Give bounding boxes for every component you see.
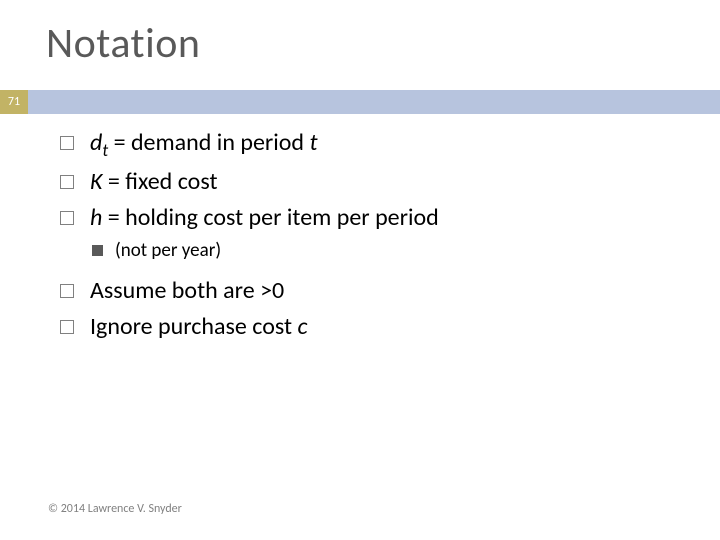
- footer-copyright: © 2014 Lawrence V. Snyder: [48, 502, 182, 516]
- list-item: K = fixed cost: [60, 167, 680, 197]
- item-text: dt = demand in period t: [90, 128, 318, 161]
- item-text: h = holding cost per item per period: [90, 203, 439, 233]
- item-text: Assume both are >0: [90, 276, 284, 306]
- square-bullet-icon: [60, 284, 74, 298]
- square-bullet-icon: [60, 175, 74, 189]
- list-item: Ignore purchase cost c: [60, 312, 680, 342]
- page-number-box: 71: [0, 90, 28, 114]
- subitem-text: (not per year): [115, 239, 221, 262]
- list-item: dt = demand in period t: [60, 128, 680, 161]
- list-item: Assume both are >0: [60, 276, 680, 306]
- item-text: K = fixed cost: [90, 167, 217, 197]
- list-item: h = holding cost per item per period: [60, 203, 680, 233]
- slide-title: Notation: [46, 18, 200, 69]
- header-bar: [0, 90, 720, 114]
- item-text: Ignore purchase cost c: [90, 312, 307, 342]
- content-area: dt = demand in period t K = fixed cost h…: [60, 128, 680, 348]
- square-bullet-icon: [60, 136, 74, 150]
- square-bullet-icon: [60, 211, 74, 225]
- sub-list-item: (not per year): [92, 239, 680, 262]
- slide: Notation 71 dt = demand in period t K = …: [0, 0, 720, 540]
- filled-square-bullet-icon: [92, 245, 103, 256]
- square-bullet-icon: [60, 320, 74, 334]
